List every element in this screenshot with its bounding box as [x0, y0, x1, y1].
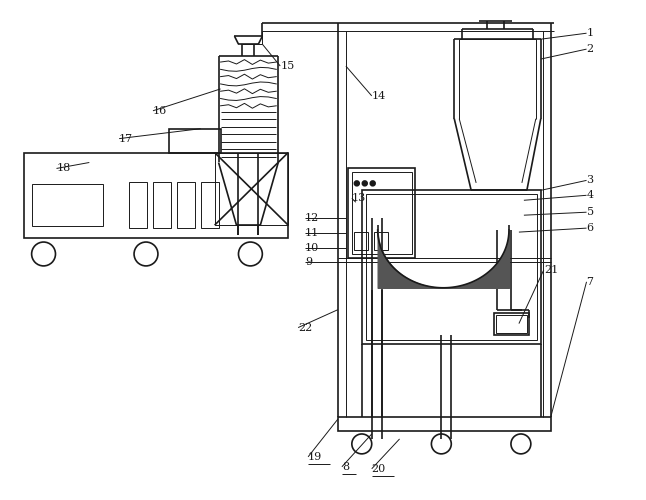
Text: 5: 5	[587, 207, 594, 217]
Circle shape	[355, 181, 359, 186]
Bar	[496, 314, 527, 332]
Text: 22: 22	[298, 322, 313, 332]
Text: 1: 1	[587, 28, 594, 38]
Text: 2: 2	[587, 44, 594, 54]
Bar	[32, 184, 103, 226]
Text: 18: 18	[56, 164, 71, 173]
Bar	[169, 128, 220, 152]
Text: 3: 3	[587, 176, 594, 186]
Text: 12: 12	[305, 213, 319, 223]
Bar	[24, 152, 288, 238]
Text: 8: 8	[342, 462, 349, 472]
Text: 21: 21	[544, 265, 558, 275]
Text: 11: 11	[305, 228, 319, 238]
Text: 17: 17	[119, 134, 133, 143]
Text: 13: 13	[352, 194, 366, 203]
Bar	[348, 168, 415, 258]
Text: 15: 15	[280, 61, 295, 71]
Bar	[201, 182, 218, 228]
Text: 6: 6	[587, 223, 594, 233]
Circle shape	[362, 181, 367, 186]
Bar	[338, 417, 551, 431]
Bar	[153, 182, 171, 228]
Circle shape	[370, 181, 375, 186]
Bar	[129, 182, 147, 228]
Bar	[214, 152, 288, 225]
Text: 16: 16	[153, 106, 167, 116]
Text: 10: 10	[305, 243, 319, 253]
Bar	[494, 312, 529, 334]
Bar	[177, 182, 194, 228]
Text: 9: 9	[305, 257, 312, 267]
Bar	[362, 190, 541, 344]
Bar	[352, 172, 412, 254]
Text: 14: 14	[371, 91, 386, 101]
Text: 7: 7	[587, 277, 594, 287]
Text: 20: 20	[371, 464, 386, 474]
Bar	[354, 232, 368, 250]
Bar	[374, 232, 388, 250]
Bar	[366, 194, 537, 340]
Text: 4: 4	[587, 190, 594, 200]
Text: 19: 19	[308, 452, 322, 462]
